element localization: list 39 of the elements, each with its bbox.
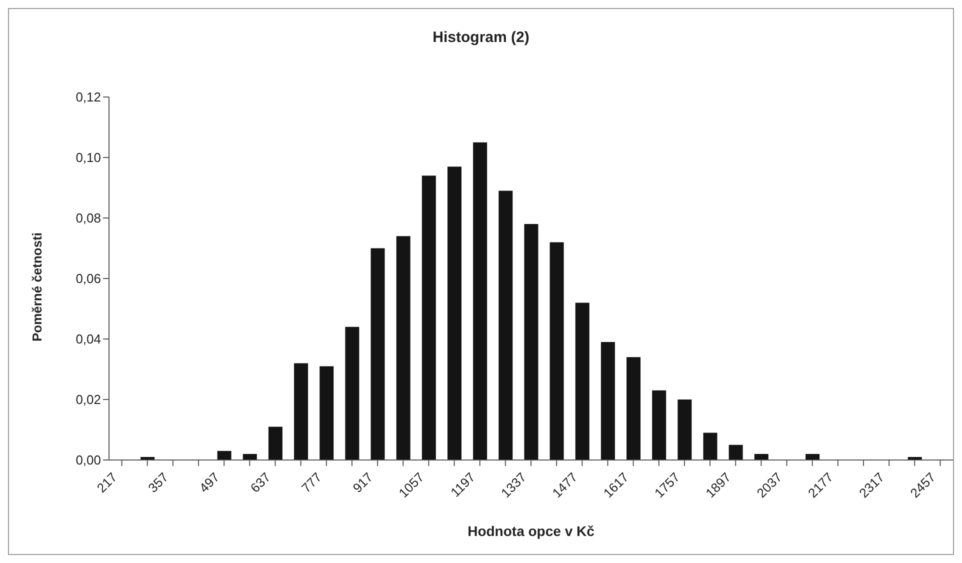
- bar: [422, 176, 436, 460]
- bar: [217, 450, 232, 460]
- x-tick-label: 497: [196, 470, 222, 496]
- bar: [652, 390, 666, 460]
- bar: [294, 363, 308, 460]
- bar: [806, 454, 820, 460]
- bar: [345, 326, 360, 460]
- y-axis-title: Poměrné četnosti: [30, 232, 44, 342]
- y-tick-label: 0,10: [76, 150, 101, 166]
- bar: [600, 342, 615, 460]
- y-tick-label: 0,00: [76, 452, 101, 468]
- bar: [268, 426, 282, 460]
- x-tick-label: 637: [247, 470, 274, 496]
- x-tick-label: 217: [94, 470, 120, 496]
- y-tick-label: 0,04: [76, 332, 101, 347]
- bar: [396, 236, 410, 460]
- x-tick-label: 357: [145, 470, 172, 496]
- bar: [626, 357, 641, 460]
- y-tick-label: 0,02: [76, 392, 101, 408]
- bar: [575, 302, 590, 460]
- bar: [320, 366, 334, 460]
- x-tick-label: 917: [350, 470, 376, 496]
- x-axis-title: Hodnota opce v Kč: [466, 523, 596, 539]
- y-tick-label: 0,08: [76, 210, 101, 226]
- bar: [703, 432, 718, 460]
- x-tick-label: 777: [298, 470, 325, 496]
- bar: [678, 400, 692, 460]
- bar: [447, 166, 462, 460]
- bar: [524, 224, 538, 460]
- bar: [728, 444, 743, 460]
- y-tick-label: 0,06: [76, 271, 101, 286]
- bar: [550, 242, 564, 460]
- y-tick-label: 0,12: [76, 90, 101, 105]
- bar: [370, 248, 385, 460]
- bar: [473, 142, 488, 460]
- chart-title: Histogram (2): [432, 29, 530, 46]
- bar: [498, 190, 513, 460]
- bar: [754, 454, 768, 460]
- bar: [242, 454, 257, 460]
